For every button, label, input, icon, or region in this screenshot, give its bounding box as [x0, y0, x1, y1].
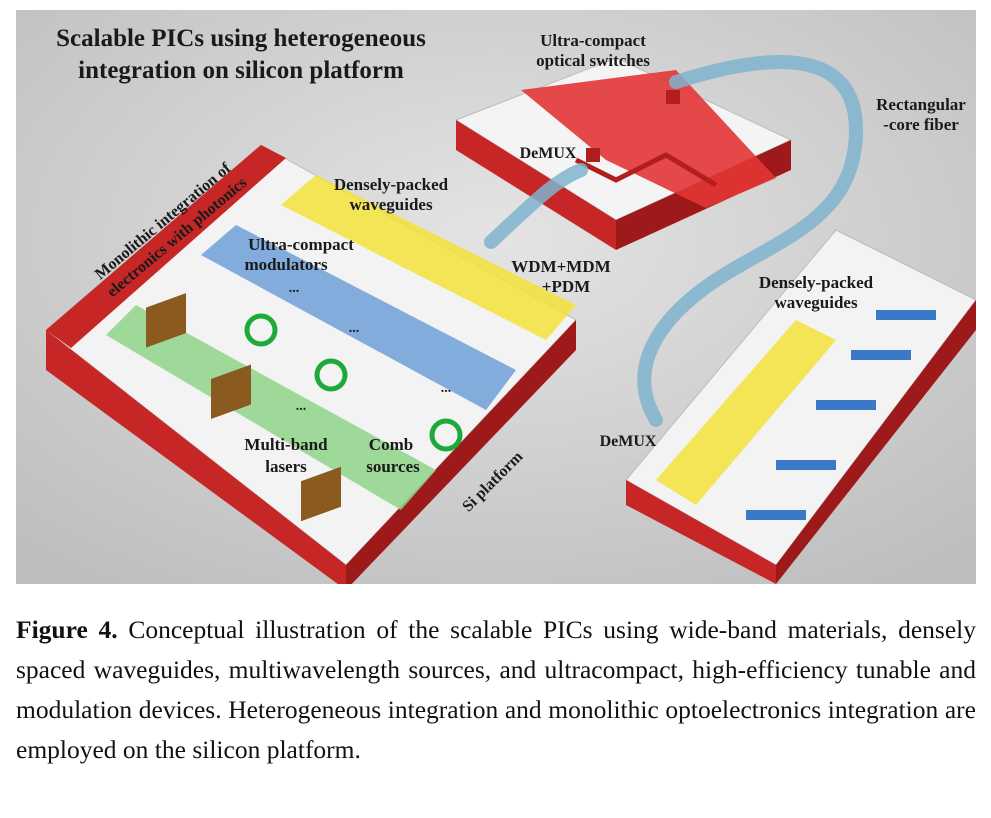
figure-illustration: Scalable PICs using heterogeneous integr… — [16, 10, 977, 590]
switch-chip — [454, 57, 793, 250]
label-multiband-1: Multi-band — [244, 435, 328, 454]
label-dots-3: ... — [441, 381, 452, 396]
label-dense-wg-right-1: Densely-packed — [759, 273, 874, 292]
label-dots-4: ... — [296, 399, 307, 414]
label-multiband-2: lasers — [265, 457, 307, 476]
label-demux-right: DeMUX — [600, 433, 657, 450]
figure-caption: Figure 4. Conceptual illustration of the… — [16, 610, 976, 770]
label-dots-1: ... — [289, 281, 300, 296]
label-comb-2: sources — [366, 457, 420, 476]
label-wdm-1: WDM+MDM — [511, 257, 610, 276]
rectangular-core-fiber — [484, 55, 864, 427]
label-dense-wg-left-1: Densely-packed — [334, 175, 449, 194]
label-dense-wg-right-2: waveguides — [774, 293, 858, 312]
label-comb-1: Comb — [369, 435, 413, 454]
figure-title-line2: integration on silicon platform — [78, 57, 404, 84]
label-rect-fiber-2: -core fiber — [883, 115, 959, 134]
label-demux-top: DeMUX — [520, 145, 577, 162]
main-chip — [45, 144, 577, 590]
label-ultra-compact-switches-1: Ultra-compact — [540, 31, 646, 50]
label-rect-fiber-1: Rectangular — [876, 95, 966, 114]
caption-text: Conceptual illustration of the scalable … — [16, 615, 976, 764]
label-dense-wg-left-2: waveguides — [349, 195, 433, 214]
label-wdm-2: +PDM — [542, 277, 590, 296]
label-dots-2: ... — [349, 321, 360, 336]
figure-title-line1: Scalable PICs using heterogeneous — [56, 25, 426, 52]
label-ultra-compact-switches-2: optical switches — [536, 51, 650, 70]
caption-label: Figure 4. — [16, 615, 118, 644]
label-ultra-compact-mod-1: Ultra-compact — [248, 235, 354, 254]
receiver-chip — [625, 229, 977, 584]
label-ultra-compact-mod-2: modulators — [244, 255, 328, 274]
